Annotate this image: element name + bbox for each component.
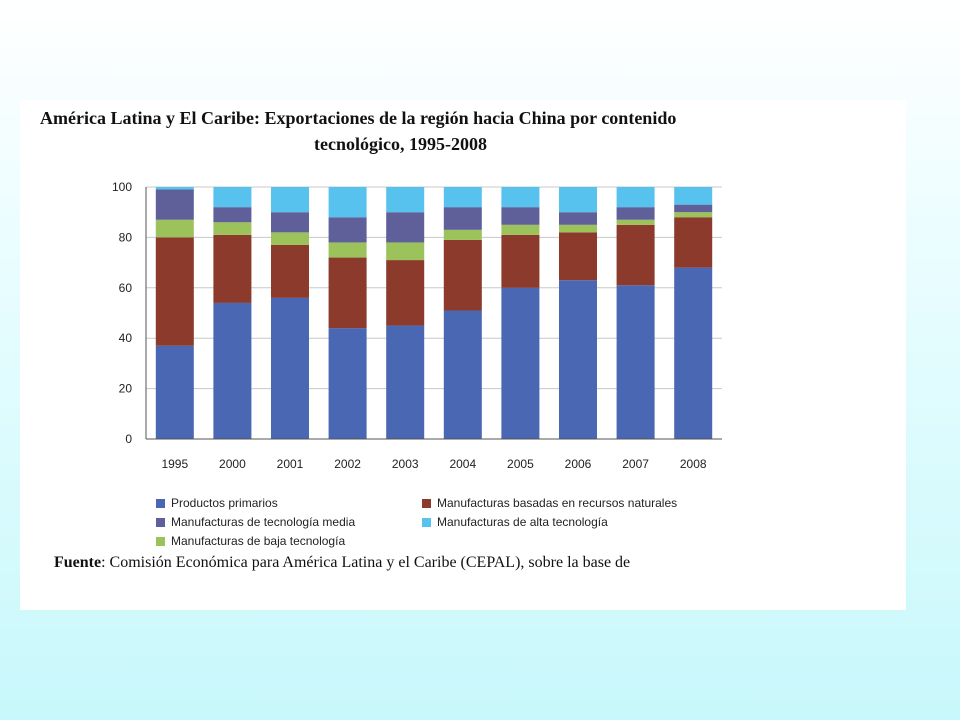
bar-segment-2007-s3 (616, 207, 655, 220)
bar-segment-2002-s2 (328, 242, 367, 258)
bar-segment-2005-s3 (501, 207, 540, 225)
bar-segment-2008-s4 (674, 187, 713, 205)
x-tick-label-2001: 2001 (277, 457, 304, 471)
legend-swatch-tecnologia-media (156, 518, 165, 528)
stacked-bar-chart: 0 20 40 60 80 100 1995 2000 2001 2002 2003 2004 2005… (112, 180, 722, 471)
bar-segment-2000-s1 (213, 234, 252, 303)
bar-segment-2001-s3 (270, 212, 310, 233)
chart-title-line-1: América Latina y El Caribe: Exportacione… (40, 108, 677, 128)
bar-segment-2006-s3 (558, 212, 598, 225)
y-tick-label-60: 60 (119, 281, 133, 295)
bar-segment-2008-s2 (674, 212, 713, 218)
bar-segment-2007-s0 (616, 285, 655, 439)
legend-swatch-recursos-naturales (422, 499, 431, 509)
bar-segment-2001-s0 (270, 297, 310, 439)
source-label: Fuente (54, 554, 102, 571)
legend-label-tecnologia-media: Manufacturas de tecnología media (171, 515, 356, 529)
bar-segment-2004-s2 (443, 229, 482, 240)
legend-item-tecnologia-media: Manufacturas de tecnología media (156, 515, 355, 529)
chart-title-line-2: tecnológico, 1995-2008 (314, 134, 487, 154)
y-tick-label-100: 100 (112, 180, 132, 194)
x-tick-label-1995: 1995 (161, 457, 188, 471)
legend-label-baja-tecnologia: Manufacturas de baja tecnología (171, 534, 346, 548)
bar-segment-2003-s2 (386, 242, 425, 261)
bar-segment-2000-s4 (213, 187, 252, 208)
slide-panel: América Latina y El Caribe: Exportacione… (20, 100, 906, 610)
bar-segment-2002-s0 (328, 328, 367, 439)
legend-swatch-baja-tecnologia (156, 537, 165, 547)
y-tick-label-80: 80 (119, 230, 133, 244)
legend-label-recursos-naturales: Manufacturas basadas en recursos natural… (437, 496, 678, 510)
bar-segment-2002-s4 (328, 187, 367, 218)
bar-segment-2007-s2 (616, 219, 655, 225)
bar-segment-2006-s2 (558, 224, 598, 233)
y-tick-label-0: 0 (125, 432, 132, 446)
bar-segment-2006-s4 (558, 187, 598, 213)
bar-segment-2005-s1 (501, 234, 540, 288)
bar-segment-2005-s0 (501, 287, 540, 439)
bar-segment-2008-s1 (674, 217, 713, 268)
bar-segment-2003-s0 (386, 325, 425, 439)
bar-segment-2004-s4 (443, 187, 482, 208)
bar-segment-2007-s1 (616, 224, 655, 286)
bar-segment-1995-s1 (155, 237, 194, 346)
bar-segment-2003-s4 (386, 187, 425, 213)
bar-segment-2004-s0 (443, 310, 482, 439)
bar-segment-2003-s1 (386, 260, 425, 326)
legend-item-productos-primarios: Productos primarios (156, 496, 278, 510)
x-tick-label-2005: 2005 (507, 457, 534, 471)
bar-segment-2005-s4 (501, 187, 540, 208)
x-tick-label-2000: 2000 (219, 457, 246, 471)
bar-segment-1995-s4 (155, 187, 194, 190)
bar-segment-2003-s3 (386, 212, 425, 243)
x-tick-label-2008: 2008 (680, 457, 707, 471)
legend-item-recursos-naturales: Manufacturas basadas en recursos natural… (422, 496, 677, 510)
bar-segment-2004-s1 (443, 239, 482, 311)
legend-swatch-alta-tecnologia (422, 518, 431, 528)
bar-segment-2001-s4 (270, 187, 310, 213)
bar-segment-2006-s1 (558, 232, 598, 281)
bar-segment-2001-s2 (270, 232, 310, 245)
bar-segment-2002-s3 (328, 217, 367, 243)
bar-segment-1995-s3 (155, 189, 194, 220)
bar-segment-2007-s4 (616, 187, 655, 208)
legend-item-alta-tecnologia: Manufacturas de alta tecnología (422, 515, 608, 529)
x-tick-label-2003: 2003 (392, 457, 419, 471)
x-tick-label-2007: 2007 (622, 457, 649, 471)
bar-segment-1995-s2 (155, 219, 194, 238)
legend-item-baja-tecnologia: Manufacturas de baja tecnología (156, 534, 345, 548)
source-note: Fuente: Comisión Económica para América … (54, 554, 630, 572)
legend-label-productos-primarios: Productos primarios (171, 496, 278, 510)
bar-segment-2008-s0 (674, 267, 713, 439)
bar-segment-2000-s3 (213, 207, 252, 223)
y-tick-label-20: 20 (119, 382, 133, 396)
bar-segment-2002-s1 (328, 257, 367, 329)
x-tick-label-2004: 2004 (449, 457, 476, 471)
y-tick-label-40: 40 (119, 331, 133, 345)
legend-swatch-productos-primarios (156, 499, 165, 509)
x-tick-label-2006: 2006 (565, 457, 592, 471)
bar-segment-1995-s0 (155, 345, 194, 439)
bar-segment-2000-s2 (213, 222, 252, 235)
bar-segment-2001-s1 (270, 244, 310, 298)
bar-segment-2004-s3 (443, 207, 482, 230)
legend-label-alta-tecnologia: Manufacturas de alta tecnología (437, 515, 608, 529)
bar-segment-2000-s0 (213, 302, 252, 439)
source-text: : Comisión Económica para América Latina… (101, 554, 631, 571)
bar-segment-2006-s0 (558, 280, 598, 439)
x-tick-label-2002: 2002 (334, 457, 361, 471)
bar-segment-2005-s2 (501, 224, 540, 235)
bar-segment-2008-s3 (674, 204, 713, 213)
